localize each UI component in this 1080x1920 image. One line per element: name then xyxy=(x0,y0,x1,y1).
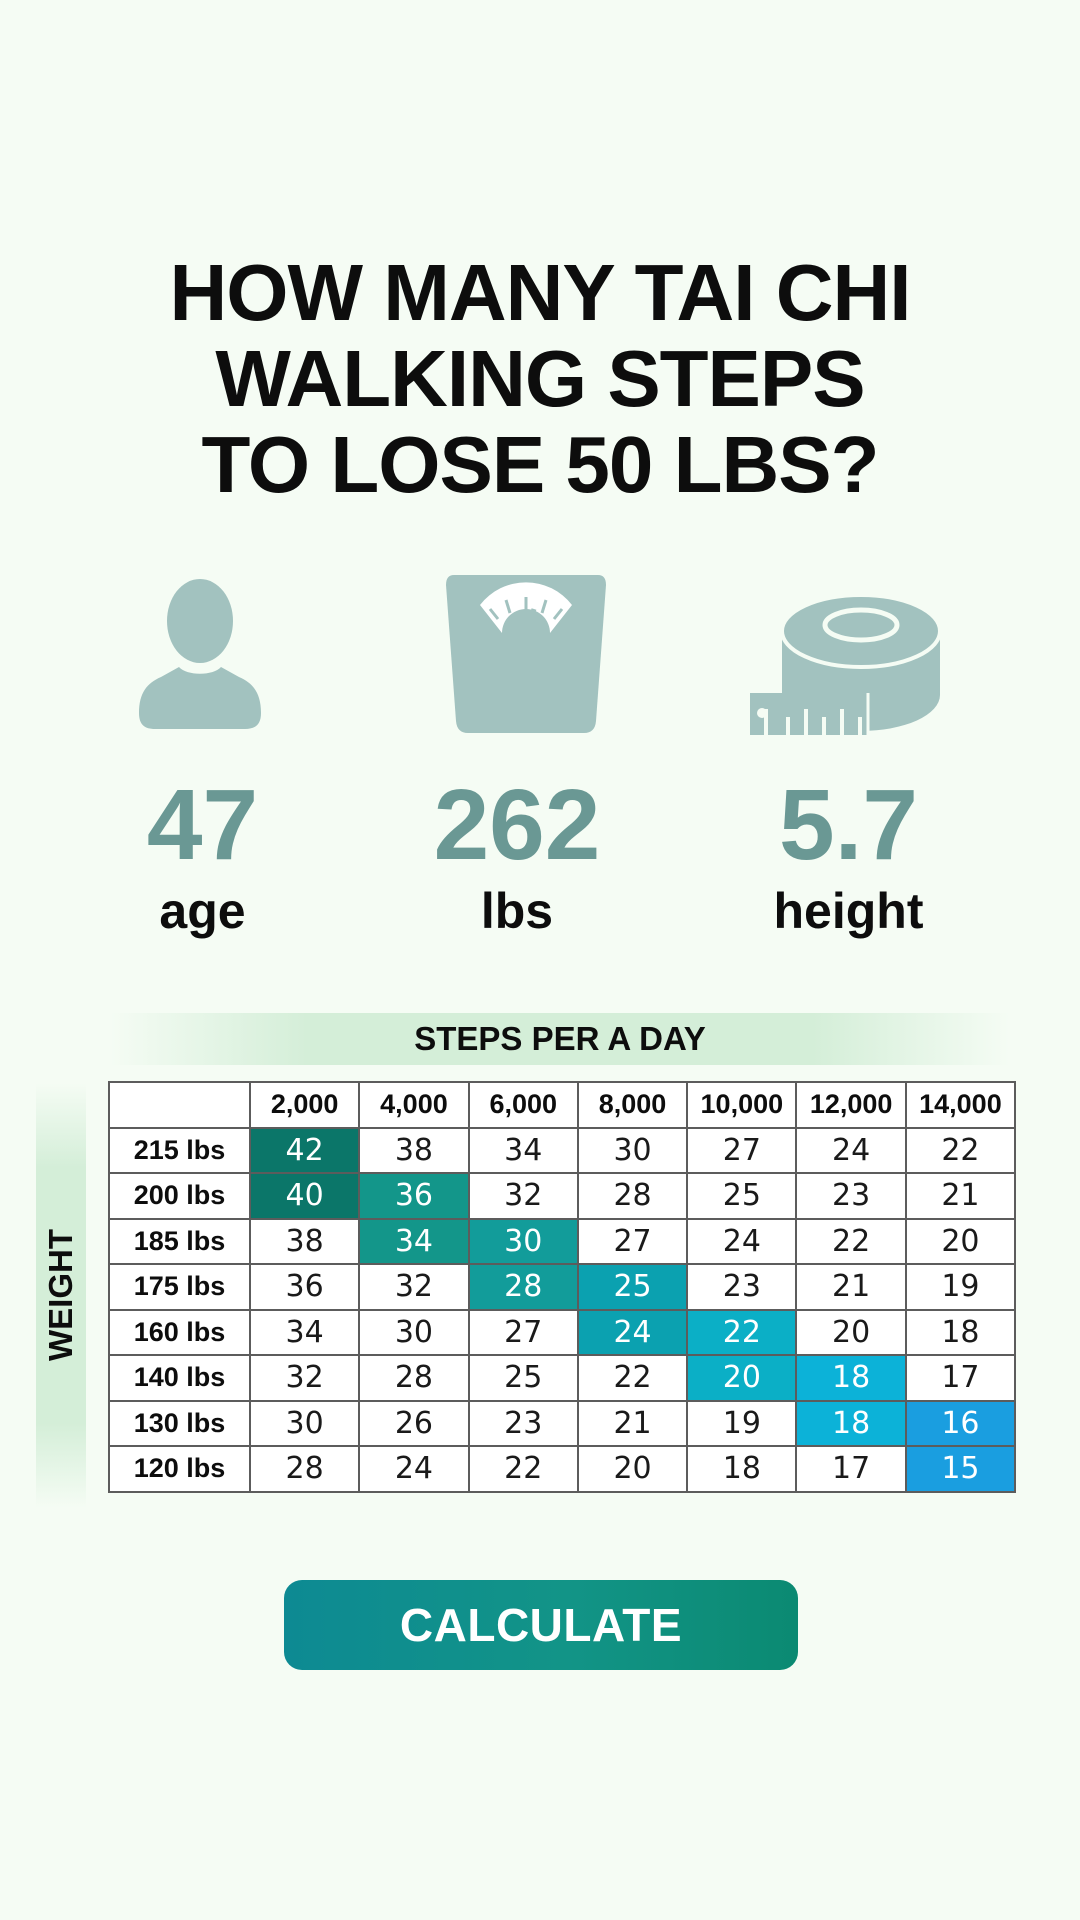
age-value: 47 xyxy=(146,769,259,881)
table-cell: 23 xyxy=(686,1263,798,1311)
row-header: 120 lbs xyxy=(108,1445,251,1493)
table-cell: 18 xyxy=(795,1354,907,1402)
table-cell: 34 xyxy=(248,1308,361,1356)
table-cell: 30 xyxy=(467,1217,579,1265)
table-cell: 15 xyxy=(904,1445,1017,1493)
table-cell: 17 xyxy=(904,1354,1017,1402)
column-header: 8,000 xyxy=(576,1081,689,1129)
table-cell: 32 xyxy=(358,1263,470,1311)
table-row: 140 lbs 32 28 25 22 20 18 17 xyxy=(108,1354,1017,1402)
table-cell: 18 xyxy=(904,1308,1017,1356)
column-header: 14,000 xyxy=(904,1081,1017,1129)
table-cell: 20 xyxy=(576,1445,689,1493)
table-cell: 28 xyxy=(248,1445,361,1493)
steps-table: 2,000 4,000 6,000 8,000 10,000 12,000 14… xyxy=(108,1081,1017,1493)
row-header: 185 lbs xyxy=(108,1217,251,1265)
table-cell: 28 xyxy=(358,1354,470,1402)
table-cell: 23 xyxy=(795,1172,907,1220)
person-icon xyxy=(139,579,261,729)
table-cell: 23 xyxy=(467,1399,579,1447)
table-row: 185 lbs 38 34 30 27 24 22 20 xyxy=(108,1217,1017,1265)
table-cell: 22 xyxy=(686,1308,798,1356)
table-cell: 20 xyxy=(686,1354,798,1402)
steps-per-day-header: STEPS PER A DAY xyxy=(110,1013,1010,1065)
column-header: 2,000 xyxy=(248,1081,361,1129)
table-row: 175 lbs 36 32 28 25 23 21 19 xyxy=(108,1263,1017,1311)
title-line-1: HOW MANY TAI CHI xyxy=(169,248,912,337)
table-cell: 25 xyxy=(467,1354,579,1402)
table-cell: 27 xyxy=(576,1217,689,1265)
weight-banner xyxy=(36,1083,86,1508)
table-cell: 27 xyxy=(686,1126,798,1174)
table-cell: 18 xyxy=(795,1399,907,1447)
title-line-2: WALKING STEPS xyxy=(215,334,865,423)
table-cell: 21 xyxy=(576,1399,689,1447)
row-header: 130 lbs xyxy=(108,1399,251,1447)
row-header: 160 lbs xyxy=(108,1308,251,1356)
table-cell: 30 xyxy=(576,1126,689,1174)
table-cell: 38 xyxy=(358,1126,470,1174)
weight-axis-label: WEIGHT xyxy=(42,1229,79,1361)
table-cell: 32 xyxy=(467,1172,579,1220)
table-cell: 32 xyxy=(248,1354,361,1402)
table-cell: 24 xyxy=(358,1445,470,1493)
table-cell: 36 xyxy=(358,1172,470,1220)
table-cell: 27 xyxy=(467,1308,579,1356)
table-cell: 19 xyxy=(904,1263,1017,1311)
row-header: 200 lbs xyxy=(108,1172,251,1220)
tape-measure-icon xyxy=(750,593,942,735)
table-cell: 22 xyxy=(795,1217,907,1265)
table-cell: 22 xyxy=(904,1126,1017,1174)
table-cell: 24 xyxy=(795,1126,907,1174)
table-cell: 17 xyxy=(795,1445,907,1493)
table-cell: 22 xyxy=(576,1354,689,1402)
page-title: HOW MANY TAI CHI WALKING STEPS TO LOSE 5… xyxy=(0,250,1080,508)
table-cell: 40 xyxy=(248,1172,361,1220)
column-header: 10,000 xyxy=(686,1081,798,1129)
row-header: 140 lbs xyxy=(108,1354,251,1402)
table-cell: 28 xyxy=(576,1172,689,1220)
table-cell: 26 xyxy=(358,1399,470,1447)
table-cell: 18 xyxy=(686,1445,798,1493)
column-header: 12,000 xyxy=(795,1081,907,1129)
row-header: 175 lbs xyxy=(108,1263,251,1311)
table-row: 120 lbs 28 24 22 20 18 17 15 xyxy=(108,1445,1017,1493)
table-cell: 30 xyxy=(248,1399,361,1447)
table-cell: 28 xyxy=(467,1263,579,1311)
table-cell: 42 xyxy=(248,1126,361,1174)
height-label: height xyxy=(773,883,924,939)
title-line-3: TO LOSE 50 LBS? xyxy=(201,420,880,509)
row-header: 215 lbs xyxy=(108,1126,251,1174)
table-cell: 38 xyxy=(248,1217,361,1265)
table-cell: 25 xyxy=(686,1172,798,1220)
table-cell: 22 xyxy=(467,1445,579,1493)
table-corner-cell xyxy=(108,1081,251,1129)
scale-icon xyxy=(446,575,606,733)
table-row: 160 lbs 34 30 27 24 22 20 18 xyxy=(108,1308,1017,1356)
table-cell: 24 xyxy=(576,1308,689,1356)
table-row: 200 lbs 40 36 32 28 25 23 21 xyxy=(108,1172,1017,1220)
table-cell: 34 xyxy=(358,1217,470,1265)
table-cell: 21 xyxy=(795,1263,907,1311)
table-cell: 34 xyxy=(467,1126,579,1174)
table-cell: 24 xyxy=(686,1217,798,1265)
calculate-button[interactable]: CALCULATE xyxy=(284,1580,798,1670)
table-cell: 30 xyxy=(358,1308,470,1356)
table-cell: 25 xyxy=(576,1263,689,1311)
table-cell: 20 xyxy=(904,1217,1017,1265)
column-header: 4,000 xyxy=(358,1081,470,1129)
table-row: 215 lbs 42 38 34 30 27 24 22 xyxy=(108,1126,1017,1174)
table-cell: 19 xyxy=(686,1399,798,1447)
age-label: age xyxy=(159,883,246,939)
weight-value: 262 xyxy=(433,769,601,881)
table-cell: 21 xyxy=(904,1172,1017,1220)
table-cell: 20 xyxy=(795,1308,907,1356)
column-header: 6,000 xyxy=(467,1081,579,1129)
height-value: 5.7 xyxy=(778,769,918,881)
table-header-row: 2,000 4,000 6,000 8,000 10,000 12,000 14… xyxy=(108,1081,1017,1129)
table-cell: 16 xyxy=(904,1399,1017,1447)
table-row: 130 lbs 30 26 23 21 19 18 16 xyxy=(108,1399,1017,1447)
weight-label: lbs xyxy=(480,883,554,939)
table-cell: 36 xyxy=(248,1263,361,1311)
